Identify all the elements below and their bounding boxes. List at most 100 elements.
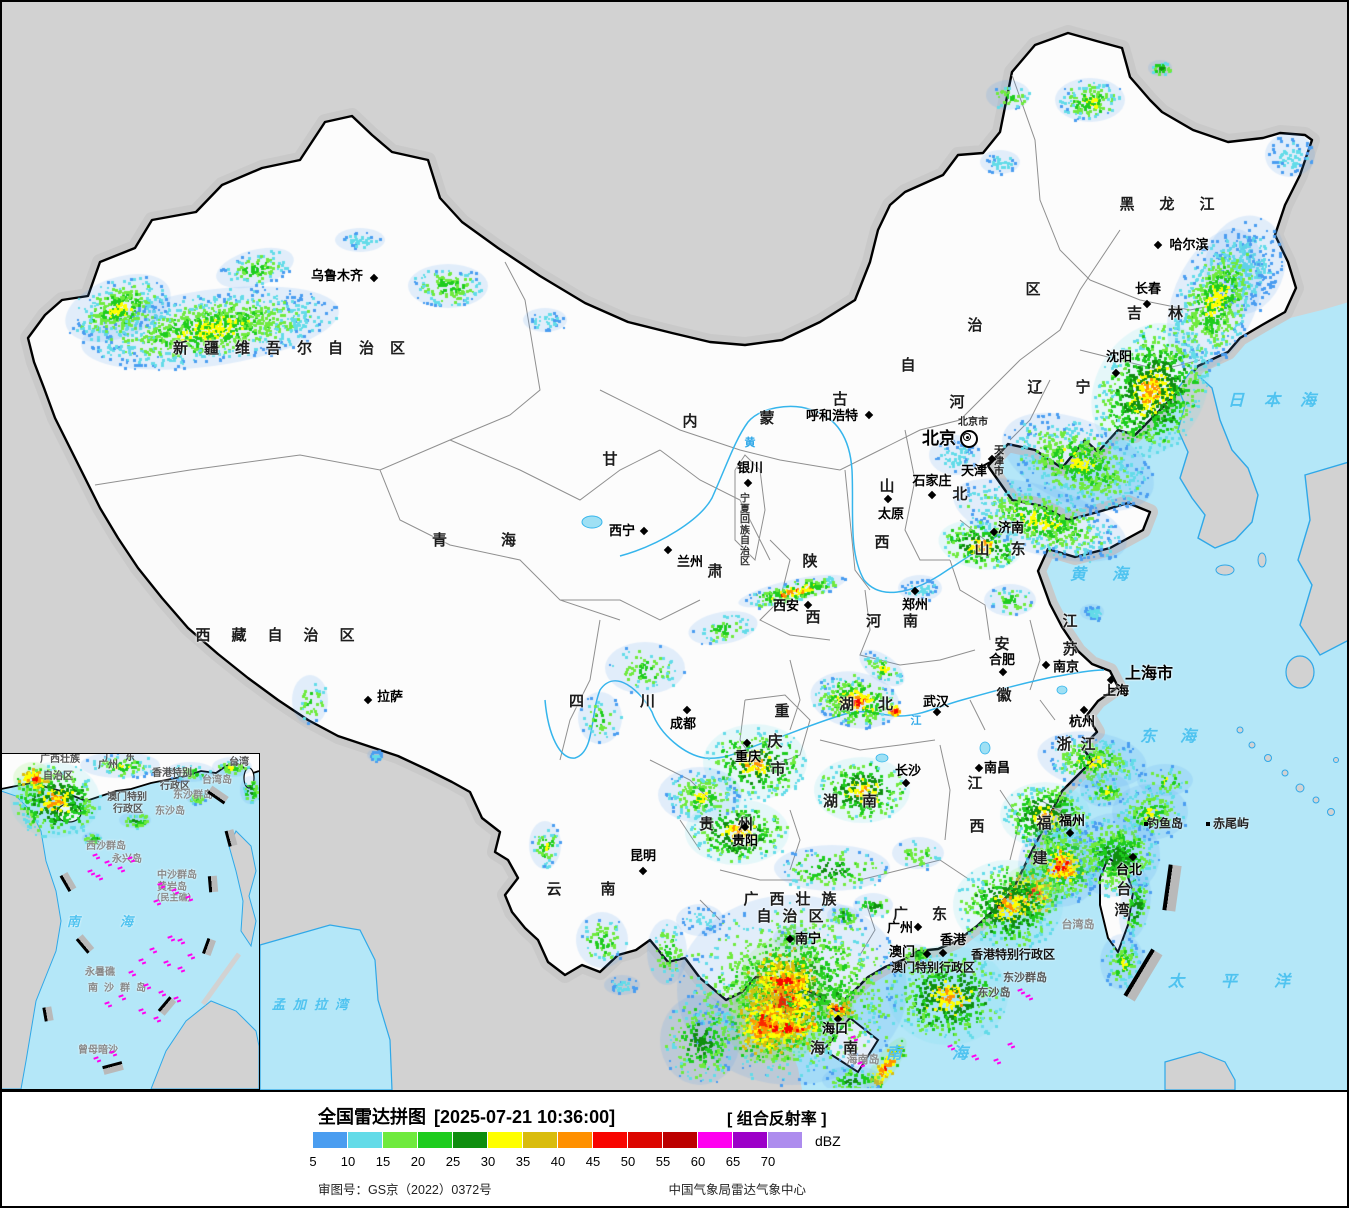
city-marker	[913, 922, 923, 932]
river-label: 黄	[744, 437, 756, 450]
city-label: 台北	[1115, 862, 1143, 878]
city-label: 重庆	[734, 749, 762, 765]
prov-label: 辽宁	[1027, 379, 1124, 397]
gray-label: 西沙群岛	[86, 840, 126, 852]
prov-label: 台	[1116, 881, 1132, 899]
timestamp: [2025-07-21 10:36:00]	[434, 1107, 616, 1127]
boundary-dash	[42, 1006, 54, 1022]
prov-label: 陕	[802, 553, 818, 571]
gray-label: （民主礁）	[151, 892, 197, 903]
prov-label: 山东	[974, 541, 1047, 559]
prov-label: 建	[1032, 850, 1048, 868]
prov-label: 吉林	[1126, 305, 1210, 323]
river-label: 江	[910, 715, 922, 728]
boundary-dash	[59, 871, 77, 893]
prov-label: 内	[682, 413, 698, 431]
product-label: [ 组合反射率 ]	[727, 1111, 827, 1128]
reef-marker	[98, 877, 104, 881]
city-label: 澳门	[888, 944, 916, 960]
prov-label: 湾	[1114, 902, 1130, 920]
colorbar-swatch	[733, 1132, 767, 1148]
boundary-dash	[207, 875, 219, 893]
prov-label: 蒙	[759, 410, 775, 428]
colorbar-tick: 15	[375, 1154, 391, 1169]
prov-label: 苏	[1062, 641, 1078, 659]
colorbar-tick: 65	[725, 1154, 741, 1169]
colorbar-swatch	[453, 1132, 487, 1148]
colorbar-swatch	[558, 1132, 592, 1148]
boundary-dash	[207, 785, 229, 805]
city-marker	[998, 667, 1008, 677]
dark-label: 香港特别	[152, 767, 192, 779]
colorbar-swatch	[523, 1132, 557, 1148]
prov-label: 江	[1062, 613, 1078, 631]
dark-label: 台湾	[229, 756, 249, 768]
legend-panel: 全国雷达拼图 [2025-07-21 10:36:00] [ 组合反射率 ] dB…	[0, 1090, 1349, 1208]
reef-marker	[152, 950, 158, 954]
city-label: 南宁	[794, 931, 822, 947]
city-marker	[989, 527, 999, 537]
gray-label: 台湾岛	[202, 774, 232, 786]
colorbar-tick: 40	[550, 1154, 566, 1169]
reef-marker	[96, 1059, 102, 1063]
south-china-sea-inset: 广州 广东 广西壮族 自治区 香港特别 行政区 澳门特别 行政区 台湾 台湾岛 东沙群岛 东沙岛 西沙群…	[0, 753, 260, 1090]
city-label: 西安	[772, 598, 800, 614]
prov-label: 黑龙江	[1119, 196, 1240, 214]
gray-label: 永暑礁	[85, 966, 115, 978]
city-marker	[938, 948, 948, 958]
city-label: 石家庄	[912, 473, 952, 489]
city-label: 银川	[736, 460, 764, 476]
dark-label: 广东	[105, 753, 145, 763]
colorbar-tick: 50	[620, 1154, 636, 1169]
colorbar-swatch	[488, 1132, 522, 1148]
colorbar-swatch	[663, 1132, 697, 1148]
reef-marker	[170, 938, 176, 942]
colorbar-swatch	[628, 1132, 662, 1148]
reef-marker	[180, 969, 186, 973]
isl-label: 钓鱼岛	[1146, 816, 1184, 831]
prov-label: 自治区	[756, 908, 835, 926]
prov-label: 西藏自治区	[195, 627, 376, 645]
prov-label: 西	[874, 534, 890, 552]
island-dot	[1206, 822, 1210, 826]
city-label: 天 津 市	[994, 445, 1004, 478]
city-marker	[910, 586, 920, 596]
prov-label: 广西壮族	[743, 891, 848, 909]
city-label: 香港	[939, 932, 967, 948]
city-label: 武汉	[922, 694, 950, 710]
city-marker	[1041, 660, 1051, 670]
reef-marker	[107, 863, 113, 867]
capital-symbol	[960, 430, 978, 448]
credit-label: 中国气象局雷达气象中心	[668, 1183, 806, 1197]
prov-label: 湖南	[822, 793, 902, 811]
gray-label: 南沙群岛	[88, 982, 152, 994]
city-label: 郑州	[901, 597, 929, 613]
city-marker	[974, 763, 984, 773]
isl-label: 赤尾屿	[1212, 816, 1250, 831]
reef-marker	[156, 902, 162, 906]
sea-label: 黄海	[1069, 566, 1155, 584]
city-marker	[803, 600, 813, 610]
sea-label: 南海	[66, 914, 174, 930]
prov-label: 西	[805, 609, 821, 627]
city-label: 贵阳	[731, 833, 759, 849]
city-label: 呼和浩特	[805, 408, 859, 424]
reef-marker	[1028, 997, 1034, 1001]
reef-marker	[156, 1019, 162, 1023]
dark-label: 行政区	[160, 780, 190, 792]
city-marker	[742, 738, 752, 748]
reef-marker	[121, 997, 127, 1001]
prov-label: 湖北	[838, 696, 918, 714]
city-marker	[1079, 705, 1089, 715]
prov-label: 广东	[892, 906, 972, 924]
prov-label: 肃	[707, 563, 723, 581]
prov-label: 河	[949, 394, 965, 412]
colorbar-tick: 20	[410, 1154, 426, 1169]
sar-label: 澳门特别行政区	[890, 960, 976, 975]
boundary-dash	[75, 934, 95, 954]
inset-echo-canvas	[1, 754, 259, 1089]
prov-label: 新疆维吾尔自治区	[172, 340, 422, 358]
sea-label: 孟加拉湾	[271, 997, 357, 1013]
city-label: 长春	[1134, 281, 1162, 297]
sea-label: 太平洋	[1167, 973, 1328, 991]
